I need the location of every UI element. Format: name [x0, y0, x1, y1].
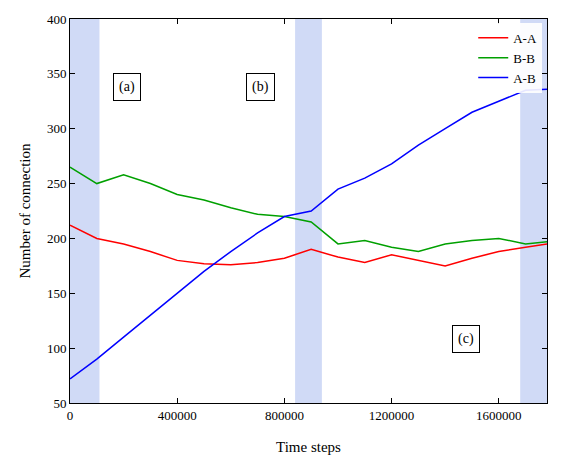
svg-text:300: 300: [47, 121, 67, 136]
svg-text:B-B: B-B: [513, 51, 535, 66]
svg-text:Number of connection: Number of connection: [17, 143, 33, 278]
svg-text:400000: 400000: [158, 408, 197, 423]
svg-text:A-A: A-A: [513, 31, 537, 46]
svg-text:1200000: 1200000: [369, 408, 415, 423]
svg-text:400: 400: [47, 12, 67, 27]
svg-text:800000: 800000: [265, 408, 304, 423]
svg-text:(c): (c): [458, 331, 474, 347]
svg-text:(b): (b): [252, 79, 269, 95]
svg-text:150: 150: [47, 286, 67, 301]
svg-text:50: 50: [53, 396, 66, 411]
svg-text:200: 200: [47, 231, 67, 246]
svg-text:100: 100: [47, 341, 67, 356]
svg-text:A-B: A-B: [513, 71, 536, 86]
svg-text:250: 250: [47, 176, 67, 191]
svg-text:1600000: 1600000: [476, 408, 522, 423]
svg-text:350: 350: [47, 66, 67, 81]
svg-text:(a): (a): [119, 79, 135, 95]
svg-text:0: 0: [67, 408, 74, 423]
svg-text:Time steps: Time steps: [276, 439, 341, 455]
